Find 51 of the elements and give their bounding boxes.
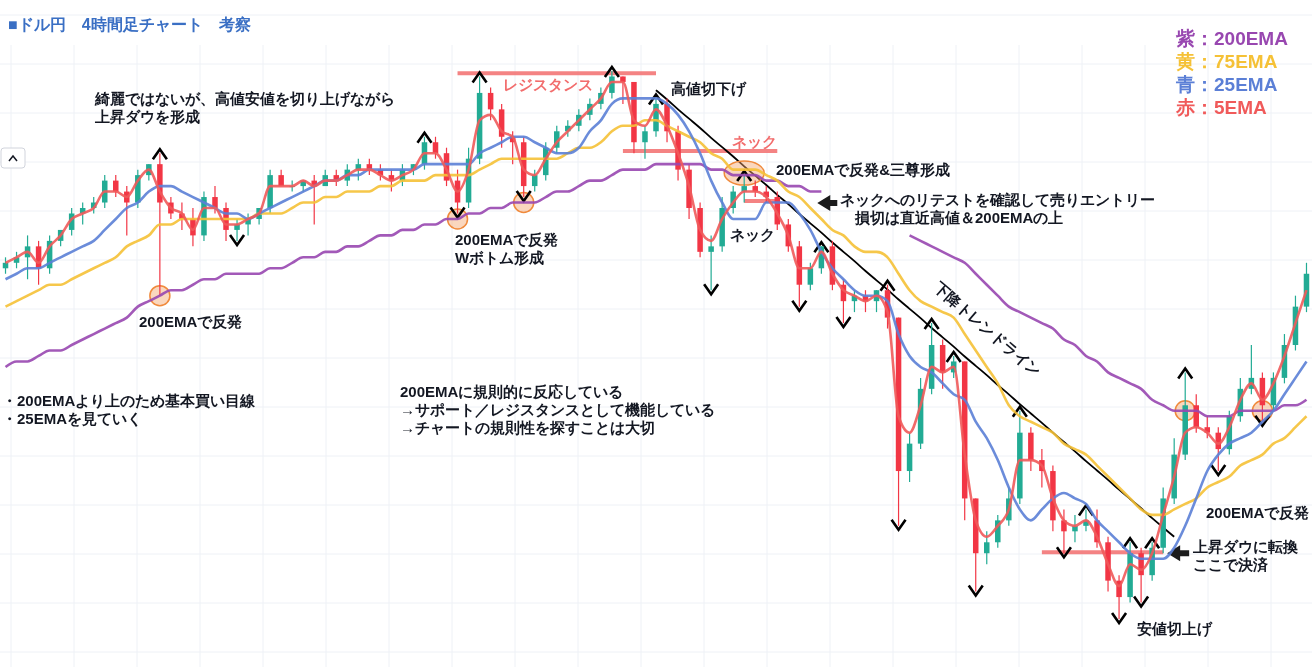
annotation: ・25EMAを見ていく <box>2 410 143 427</box>
annotation: ここで決済 <box>1193 556 1269 573</box>
annotation: ネックへのリテストを確認して売りエントリー <box>840 191 1155 208</box>
text: 赤：5EMA <box>1175 97 1268 118</box>
point <box>702 282 720 296</box>
annotation: ・200EMAより上のため基本買い目線 <box>2 392 257 409</box>
chart-title: ■ドル円 4時間足チャート 考察 <box>8 15 251 33</box>
point <box>1209 463 1227 477</box>
annotation: 200EMAで反発 <box>1206 504 1310 521</box>
text: 紫：200EMA <box>1175 28 1289 49</box>
point <box>945 350 962 364</box>
candlestick <box>708 234 714 291</box>
series-label: ネック <box>732 133 778 151</box>
annotation: ネック <box>730 226 775 243</box>
series-label: レジスタンス <box>502 76 593 94</box>
point <box>1132 595 1150 608</box>
annotation: 損切は直近高値＆200EMAの上 <box>854 209 1064 226</box>
point <box>1176 367 1194 380</box>
point <box>967 584 985 597</box>
annotation: 200EMAに規則的に反応している <box>400 383 624 400</box>
text: 黄：75EMA <box>1175 51 1278 72</box>
text: 青：25EMA <box>1175 74 1278 95</box>
point <box>416 131 433 145</box>
candlestick <box>620 75 626 105</box>
annotation: →チャートの規則性を探すことは大切 <box>400 419 655 437</box>
annotation: 上昇ダウを形成 <box>94 108 200 125</box>
point <box>228 233 246 247</box>
candlestick <box>984 530 990 565</box>
point <box>890 518 907 532</box>
point <box>151 147 169 161</box>
point <box>791 299 808 312</box>
text: 下降トレンドライン <box>930 277 1045 380</box>
annotation: 200EMAで反発&三尊形成 <box>776 161 951 178</box>
point <box>1110 611 1128 625</box>
candlestick <box>1061 508 1067 554</box>
annotation: 200EMAで反発 <box>455 231 559 248</box>
point <box>471 71 488 84</box>
candlestick <box>212 185 218 215</box>
candlestick <box>642 125 648 160</box>
annotation: 200EMAで反発 <box>139 313 243 330</box>
annotation: Wボトム形成 <box>455 249 545 266</box>
point <box>603 65 621 79</box>
point <box>1055 545 1073 559</box>
annotation: 上昇ダウに転換 <box>1192 538 1299 555</box>
point <box>879 279 896 293</box>
text: 安値切上げ <box>1137 620 1213 638</box>
annotation: →サポート／レジスタンスとして機能している <box>400 401 715 418</box>
annotation: 高値切下げ <box>671 80 747 98</box>
annotation: 綺麗ではないが、高値安値を切り上げながら <box>94 90 395 108</box>
point <box>835 315 852 329</box>
point <box>923 317 940 331</box>
